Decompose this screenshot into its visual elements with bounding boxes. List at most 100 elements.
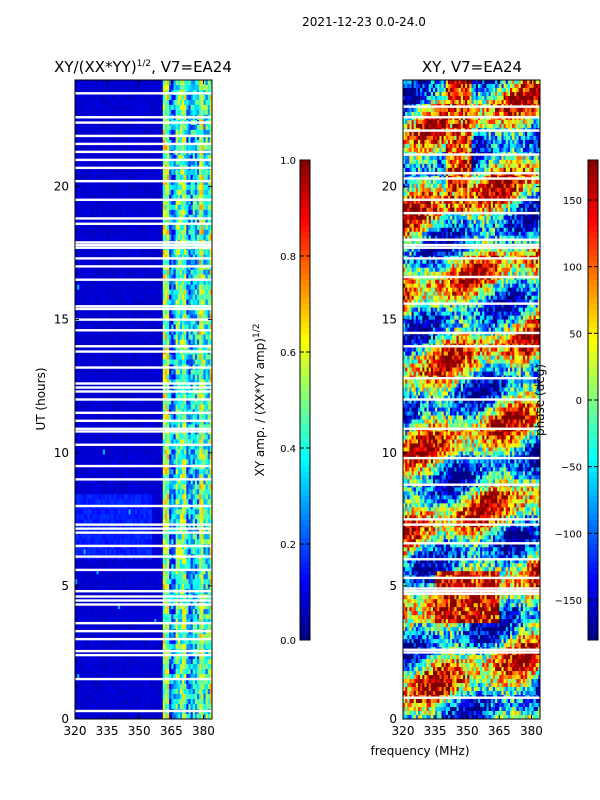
heatmap-cell xyxy=(87,329,91,335)
heatmap-cell xyxy=(83,84,86,91)
heatmap-cell xyxy=(122,444,125,450)
heatmap-cell xyxy=(182,94,185,101)
heatmap-cell xyxy=(117,229,121,236)
heatmap-cell xyxy=(117,104,121,111)
heatmap-cell xyxy=(137,289,140,295)
heatmap-cell xyxy=(96,80,99,86)
heatmap-cell xyxy=(124,299,127,305)
heatmap-cell xyxy=(85,424,89,430)
heatmap-cell xyxy=(102,104,106,111)
heatmap-cell xyxy=(141,179,144,186)
heatmap-cell xyxy=(186,249,189,256)
heatmap-cell xyxy=(154,209,157,216)
heatmap-cell xyxy=(145,184,149,191)
heatmap-cell xyxy=(92,219,95,226)
heatmap-cell xyxy=(182,394,185,400)
heatmap-cell xyxy=(102,204,106,211)
heatmap-cell xyxy=(201,174,204,181)
heatmap-cell xyxy=(113,419,116,425)
heatmap-cell xyxy=(100,424,104,430)
heatmap-cell xyxy=(145,169,149,176)
heatmap-cell xyxy=(81,289,84,295)
heatmap-cell xyxy=(143,424,146,430)
heatmap-cell xyxy=(137,144,140,151)
heatmap-cell xyxy=(147,374,151,380)
heatmap-cell xyxy=(132,129,136,136)
heatmap-cell xyxy=(87,224,91,231)
heatmap-cell xyxy=(139,194,142,201)
heatmap-cell xyxy=(128,454,131,460)
heatmap-cell xyxy=(109,444,112,450)
heatmap-cell xyxy=(188,139,191,146)
heatmap-cell xyxy=(111,274,114,280)
heatmap-cell xyxy=(167,454,170,460)
heatmap-cell xyxy=(141,189,144,196)
heatmap-cell xyxy=(182,189,185,196)
heatmap-cell xyxy=(197,269,200,275)
heatmap-cell xyxy=(156,169,159,176)
heatmap-cell xyxy=(137,124,140,131)
heatmap-cell xyxy=(179,209,183,216)
heatmap-cell xyxy=(85,399,89,405)
heatmap-cell xyxy=(190,224,194,231)
heatmap-cell xyxy=(154,94,157,101)
heatmap-cell xyxy=(94,99,97,106)
heatmap-cell xyxy=(132,204,136,211)
heatmap-cell xyxy=(169,209,172,216)
heatmap-cell xyxy=(143,354,146,360)
heatmap-cell xyxy=(207,319,211,325)
heatmap-cell xyxy=(130,294,134,300)
heatmap-cell xyxy=(160,414,164,420)
heatmap-cell xyxy=(139,144,142,151)
heatmap-cell xyxy=(171,219,174,226)
heatmap-cell xyxy=(164,339,168,345)
heatmap-cell xyxy=(92,124,95,131)
heatmap-cell xyxy=(141,204,144,211)
heatmap-cell xyxy=(83,159,86,166)
heatmap-cell xyxy=(134,194,138,201)
heatmap-cell xyxy=(147,309,151,315)
heatmap-cell xyxy=(162,334,166,340)
heatmap-cell xyxy=(75,134,78,141)
heatmap-cell xyxy=(173,394,176,400)
heatmap-cell xyxy=(81,309,84,315)
heatmap-cell xyxy=(162,314,166,320)
heatmap-cell xyxy=(122,204,125,211)
heatmap-cell xyxy=(132,249,136,256)
heatmap-cell xyxy=(107,169,110,176)
heatmap-cell xyxy=(143,459,146,465)
heatmap-cell xyxy=(186,209,189,216)
heatmap-cell xyxy=(130,319,134,325)
heatmap-cell xyxy=(87,189,91,196)
heatmap-cell xyxy=(117,134,121,141)
heatmap-cell xyxy=(119,274,123,280)
heatmap-cell xyxy=(79,219,82,226)
heatmap-cell xyxy=(126,179,129,186)
heatmap-cell xyxy=(141,224,144,231)
heatmap-cell xyxy=(75,94,78,101)
heatmap-cell xyxy=(94,224,97,231)
heatmap-cell xyxy=(119,94,123,101)
heatmap-cell xyxy=(158,234,161,241)
heatmap-cell xyxy=(145,99,149,106)
heatmap-cell xyxy=(209,309,213,315)
heatmap-cell xyxy=(109,169,112,176)
heatmap-cell xyxy=(111,249,114,256)
heatmap-cell xyxy=(164,379,168,385)
heatmap-cell xyxy=(141,99,144,106)
heatmap-cell xyxy=(173,329,176,335)
heatmap-cell xyxy=(132,324,136,330)
heatmap-cell xyxy=(175,204,179,211)
heatmap-cell xyxy=(79,354,82,360)
heatmap-cell xyxy=(117,449,121,455)
heatmap-cell xyxy=(179,399,183,405)
heatmap-cell xyxy=(83,234,86,241)
heatmap-cell xyxy=(167,279,170,285)
heatmap-cell xyxy=(156,284,159,290)
heatmap-cell xyxy=(152,189,155,196)
heatmap-cell xyxy=(100,279,104,285)
heatmap-cell xyxy=(162,174,166,181)
heatmap-cell xyxy=(209,394,213,400)
heatmap-cell xyxy=(156,334,159,340)
heatmap-cell xyxy=(98,289,101,295)
